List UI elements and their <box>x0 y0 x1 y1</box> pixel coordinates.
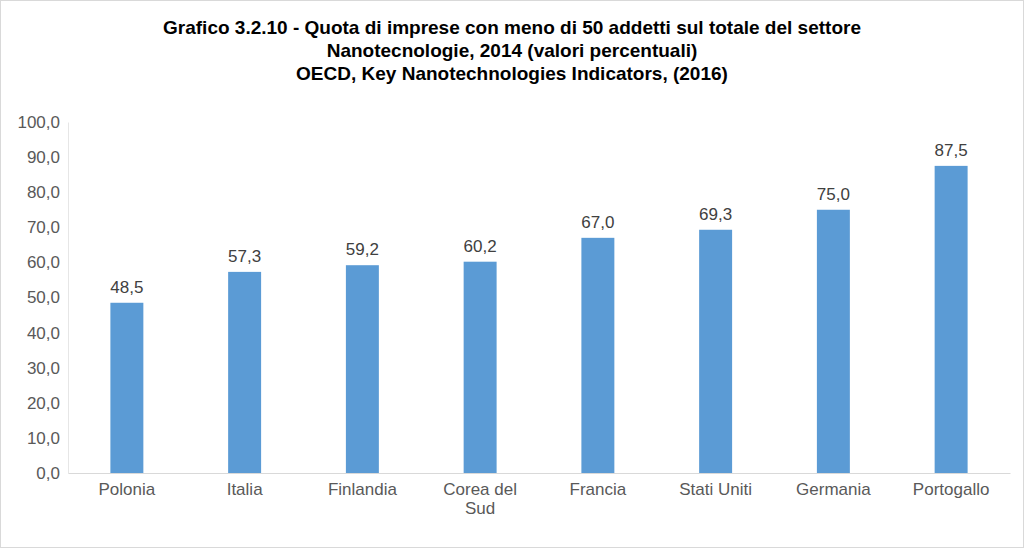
y-tick: 40,0 <box>27 324 68 343</box>
chart: Grafico 3.2.10 - Quota di imprese con me… <box>0 0 1024 548</box>
y-tick: 90,0 <box>27 148 68 167</box>
x-axis: Polonia Italia Finlandia Corea delSud Franci… <box>69 473 1011 518</box>
x-tick-label: Italia <box>227 480 263 499</box>
x-tick-label: Portogallo <box>913 480 990 499</box>
x-tick-label: Corea delSud <box>443 480 517 518</box>
data-label: 60,2 <box>464 237 497 256</box>
data-label: 48,5 <box>110 278 143 297</box>
x-tick: Portogallo <box>913 473 990 499</box>
y-tick-label: 10,0 <box>27 429 60 448</box>
x-tick-label: Stati Uniti <box>679 480 752 499</box>
bar <box>346 265 379 473</box>
x-tick-label-line: Sud <box>465 499 495 518</box>
y-tick: 20,0 <box>27 394 68 413</box>
y-tick: 70,0 <box>27 218 68 237</box>
x-tick: Corea delSud <box>443 473 517 518</box>
x-tick-label: Francia <box>570 480 627 499</box>
bar <box>110 303 143 473</box>
y-tick-label: 60,0 <box>27 253 60 272</box>
title-line: Nanotecnologie, 2014 (valori percentuali… <box>327 40 698 61</box>
y-tick-label: 20,0 <box>27 394 60 413</box>
data-label: 57,3 <box>228 247 261 266</box>
x-tick: Francia <box>570 473 627 499</box>
y-tick: 30,0 <box>27 359 68 378</box>
x-tick-label: Germania <box>796 480 871 499</box>
y-tick: 0,0 <box>36 464 68 483</box>
chart-subtitle: OECD, Key Nanotechnologies Indicators, (… <box>296 63 728 84</box>
chart-frame <box>1 1 1024 548</box>
title-line: Grafico 3.2.10 - Quota di imprese con me… <box>163 17 861 38</box>
data-label: 59,2 <box>346 240 379 259</box>
y-tick: 60,0 <box>27 253 68 272</box>
y-tick-label: 80,0 <box>27 183 60 202</box>
bars <box>110 166 967 473</box>
bar <box>581 238 614 473</box>
data-label: 75,0 <box>817 185 850 204</box>
bar <box>699 230 732 473</box>
data-labels: 48,5 57,3 59,2 60,2 67,0 69,3 75,0 87,5 <box>110 141 967 297</box>
x-tick-label-line: Corea del <box>443 480 517 499</box>
y-tick: 100,0 <box>17 113 68 132</box>
chart-title: Grafico 3.2.10 - Quota di imprese con me… <box>163 17 861 61</box>
x-tick: Polonia <box>99 473 156 499</box>
x-axis-line <box>69 473 1011 474</box>
bar <box>935 166 968 473</box>
y-tick-label: 90,0 <box>27 148 60 167</box>
y-axis: 0,0 10,0 20,0 30,0 40,0 50,0 60,0 70,0 80,0 90,0 1… <box>17 113 68 483</box>
data-label: 87,5 <box>935 141 968 160</box>
x-tick: Germania <box>796 473 871 499</box>
y-tick-label: 0,0 <box>36 464 60 483</box>
x-tick-label: Finlandia <box>328 480 398 499</box>
bar <box>817 210 850 473</box>
y-tick-label: 30,0 <box>27 359 60 378</box>
x-tick: Stati Uniti <box>679 473 752 499</box>
plot: 0,0 10,0 20,0 30,0 40,0 50,0 60,0 70,0 80,0 90,0 1… <box>17 113 1010 518</box>
y-tick-label: 100,0 <box>17 113 60 132</box>
x-tick: Finlandia <box>328 473 398 499</box>
x-tick: Italia <box>227 473 263 499</box>
data-label: 67,0 <box>581 213 614 232</box>
y-axis-line <box>68 123 69 474</box>
y-tick: 80,0 <box>27 183 68 202</box>
y-tick: 10,0 <box>27 429 68 448</box>
bar <box>464 262 497 473</box>
y-tick: 50,0 <box>27 288 68 307</box>
bar <box>228 272 261 473</box>
y-tick-label: 70,0 <box>27 218 60 237</box>
x-tick-label: Polonia <box>99 480 156 499</box>
y-tick-label: 50,0 <box>27 288 60 307</box>
data-label: 69,3 <box>699 205 732 224</box>
y-tick-label: 40,0 <box>27 324 60 343</box>
